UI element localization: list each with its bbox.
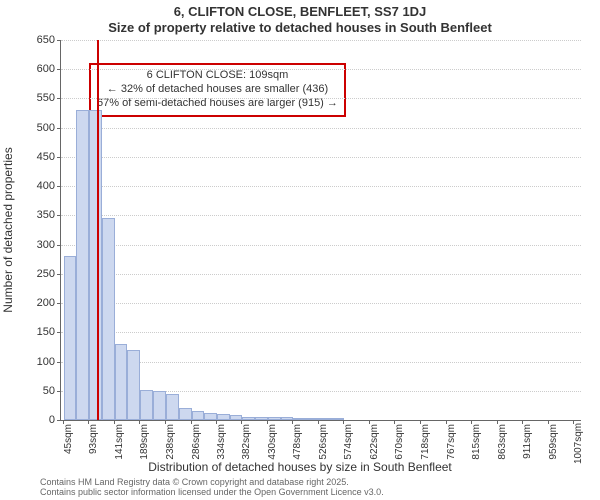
ytick-label: 0 xyxy=(5,414,55,426)
xtick-label: 334sqm xyxy=(216,424,227,464)
gridline xyxy=(61,332,581,333)
histogram-bar xyxy=(76,110,89,420)
plot-area: 6 CLIFTON CLOSE: 109sqm ← 32% of detache… xyxy=(60,40,581,421)
xtick-label: 478sqm xyxy=(292,424,303,464)
xtick-label: 1007sqm xyxy=(573,424,584,464)
xtick-label: 238sqm xyxy=(165,424,176,464)
ytick-label: 350 xyxy=(5,209,55,221)
ytick-mark xyxy=(57,215,61,216)
histogram-bar xyxy=(127,350,140,420)
ytick-label: 500 xyxy=(5,122,55,134)
ytick-mark xyxy=(57,420,61,421)
histogram-bar xyxy=(204,413,217,420)
histogram-bar xyxy=(242,417,255,421)
histogram-bar xyxy=(319,418,332,420)
histogram-bar xyxy=(89,110,102,420)
annotation-line2: ← 32% of detached houses are smaller (43… xyxy=(97,83,338,97)
xtick-label: 718sqm xyxy=(420,424,431,464)
gridline xyxy=(61,128,581,129)
xtick-label: 286sqm xyxy=(191,424,202,464)
gridline xyxy=(61,40,581,41)
xtick-label: 767sqm xyxy=(446,424,457,464)
histogram-bar xyxy=(192,411,205,420)
ytick-mark xyxy=(57,332,61,333)
xtick-label: 382sqm xyxy=(241,424,252,464)
xtick-label: 622sqm xyxy=(369,424,380,464)
ytick-label: 300 xyxy=(5,239,55,251)
histogram-bar xyxy=(140,390,153,420)
gridline xyxy=(61,245,581,246)
ytick-mark xyxy=(57,69,61,70)
ytick-mark xyxy=(57,186,61,187)
annotation-line1: 6 CLIFTON CLOSE: 109sqm xyxy=(97,69,338,83)
annotation-box: 6 CLIFTON CLOSE: 109sqm ← 32% of detache… xyxy=(89,63,346,116)
ytick-label: 200 xyxy=(5,297,55,309)
xtick-label: 670sqm xyxy=(394,424,405,464)
chart-title-line1: 6, CLIFTON CLOSE, BENFLEET, SS7 1DJ xyxy=(0,4,600,19)
ytick-label: 50 xyxy=(5,385,55,397)
xtick-label: 526sqm xyxy=(318,424,329,464)
xtick-label: 141sqm xyxy=(114,424,125,464)
histogram-bar xyxy=(153,391,166,420)
histogram-bar xyxy=(166,394,179,420)
footer-line2: Contains public sector information licen… xyxy=(40,488,384,498)
ytick-label: 550 xyxy=(5,92,55,104)
gridline xyxy=(61,215,581,216)
ytick-mark xyxy=(57,157,61,158)
xtick-label: 574sqm xyxy=(343,424,354,464)
ytick-label: 150 xyxy=(5,326,55,338)
ytick-label: 450 xyxy=(5,151,55,163)
xtick-label: 815sqm xyxy=(471,424,482,464)
gridline xyxy=(61,186,581,187)
attribution-footer: Contains HM Land Registry data © Crown c… xyxy=(40,478,384,498)
ytick-mark xyxy=(57,303,61,304)
xtick-label: 959sqm xyxy=(548,424,559,464)
xtick-label: 911sqm xyxy=(522,424,533,464)
xtick-label: 93sqm xyxy=(88,424,99,464)
ytick-label: 100 xyxy=(5,356,55,368)
xtick-label: 863sqm xyxy=(497,424,508,464)
highlight-line xyxy=(97,40,99,420)
ytick-label: 250 xyxy=(5,268,55,280)
xtick-label: 189sqm xyxy=(139,424,150,464)
chart-title-line2: Size of property relative to detached ho… xyxy=(0,20,600,35)
gridline xyxy=(61,69,581,70)
gridline xyxy=(61,274,581,275)
ytick-mark xyxy=(57,245,61,246)
y-axis-label: Number of detached properties xyxy=(1,147,15,312)
ytick-label: 650 xyxy=(5,34,55,46)
gridline xyxy=(61,157,581,158)
ytick-mark xyxy=(57,128,61,129)
histogram-bar xyxy=(115,344,128,420)
histogram-bar xyxy=(268,417,281,420)
xtick-label: 45sqm xyxy=(63,424,74,464)
histogram-bar xyxy=(102,218,115,420)
ytick-mark xyxy=(57,274,61,275)
ytick-mark xyxy=(57,391,61,392)
chart-container: 6, CLIFTON CLOSE, BENFLEET, SS7 1DJ Size… xyxy=(0,0,600,500)
ytick-label: 600 xyxy=(5,63,55,75)
histogram-bar xyxy=(64,256,77,420)
gridline xyxy=(61,98,581,99)
ytick-mark xyxy=(57,40,61,41)
ytick-mark xyxy=(57,362,61,363)
histogram-bar xyxy=(293,418,306,420)
ytick-label: 400 xyxy=(5,180,55,192)
gridline xyxy=(61,303,581,304)
histogram-bar xyxy=(179,408,192,420)
histogram-bar xyxy=(217,414,230,420)
xtick-label: 430sqm xyxy=(267,424,278,464)
ytick-mark xyxy=(57,98,61,99)
